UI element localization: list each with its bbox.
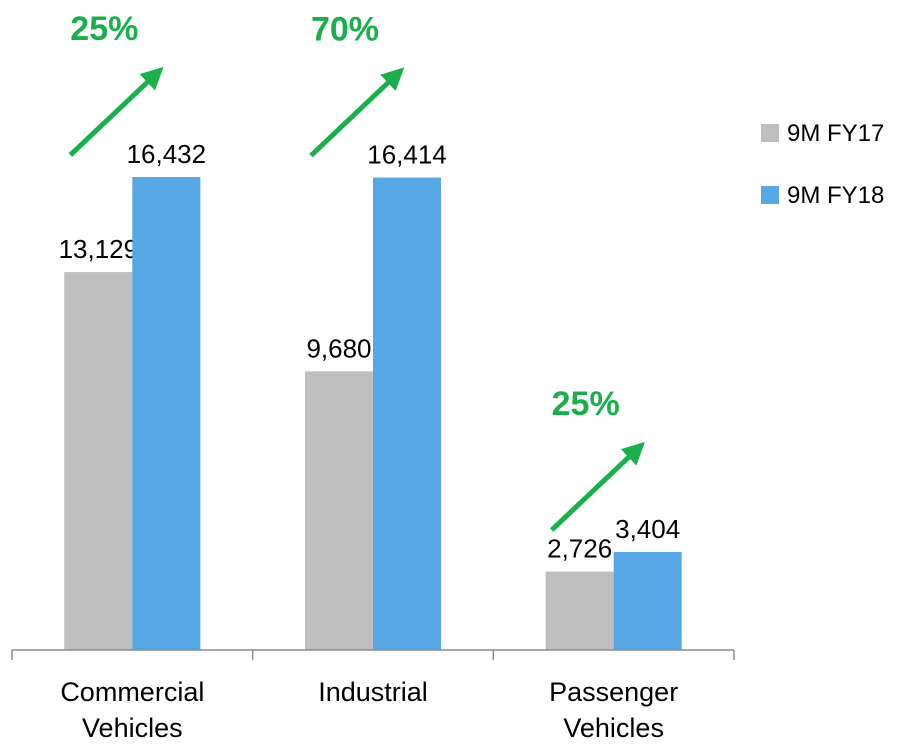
growth-label-1: 70% <box>311 11 379 49</box>
bar-fy18-0 <box>132 177 200 650</box>
x-tick-label-0: Commercial Vehicles <box>60 677 204 743</box>
plot-area: 13,129 9,680 2,726 16,432 16,414 3,404 Commerc… <box>12 10 734 743</box>
legend: 9M FY17 9M FY18 <box>761 120 884 209</box>
x-tick-label-line: Vehicles <box>82 713 183 743</box>
bar-fy17-1 <box>305 371 373 650</box>
x-tick-label-1: Industrial <box>318 677 428 707</box>
data-label-fy18-0: 16,432 <box>127 139 207 169</box>
data-label-fy18-2: 3,404 <box>615 514 680 544</box>
bar-fy17-0 <box>64 272 132 650</box>
legend-label-fy17: 9M FY17 <box>787 120 884 147</box>
growth-label-0: 25% <box>70 10 138 48</box>
growth-label-2: 25% <box>552 385 620 423</box>
legend-label-fy18: 9M FY18 <box>787 182 884 209</box>
x-tick-label-line: Passenger <box>549 677 678 707</box>
data-label-fy17-2: 2,726 <box>547 534 612 564</box>
bar-fy18-1 <box>373 178 441 650</box>
data-label-fy17-0: 13,129 <box>59 234 139 264</box>
bar-fy17-2 <box>546 572 614 650</box>
legend-swatch-fy17 <box>761 124 779 142</box>
x-tick-label-line: Vehicles <box>563 713 664 743</box>
data-label-fy18-1: 16,414 <box>367 140 447 170</box>
x-tick-label-2: Passenger Vehicles <box>549 677 678 743</box>
x-tick-label-line: Industrial <box>318 677 428 707</box>
data-label-fy17-1: 9,680 <box>306 333 371 363</box>
x-tick-label-line: Commercial <box>60 677 204 707</box>
legend-swatch-fy18 <box>761 186 779 204</box>
bar-fy18-2 <box>614 552 682 650</box>
